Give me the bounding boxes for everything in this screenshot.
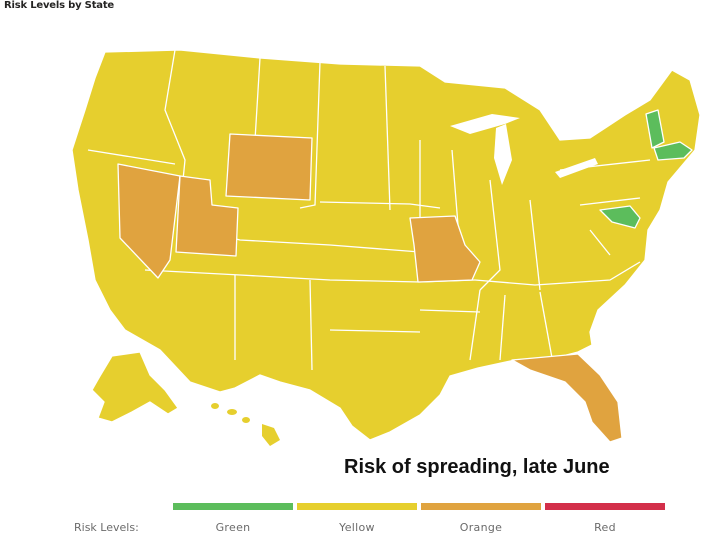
legend-label-yellow: Yellow <box>339 521 375 534</box>
legend-swatch-green <box>173 503 293 510</box>
state-vermont[interactable] <box>645 109 665 149</box>
legend-item-green: Green <box>173 503 293 537</box>
legend-item-red: Red <box>545 503 665 537</box>
us-map <box>0 30 721 470</box>
legend-swatch-orange <box>421 503 541 510</box>
state-utah[interactable] <box>175 175 239 257</box>
legend-swatch-red <box>545 503 665 510</box>
legend-label-green: Green <box>215 521 251 534</box>
state-hawaii[interactable] <box>211 403 280 446</box>
legend-swatch-yellow <box>297 503 417 510</box>
state-alaska[interactable] <box>91 351 179 423</box>
state-wyoming[interactable] <box>225 133 313 201</box>
map-caption: Risk of spreading, late June <box>344 456 610 478</box>
state-nevada[interactable] <box>117 163 181 279</box>
lake-superior <box>450 114 520 134</box>
state-missouri[interactable] <box>409 215 481 283</box>
chart-title: Risk Levels by State <box>4 0 114 11</box>
state-florida[interactable] <box>511 353 623 443</box>
legend-item-orange: Orange <box>421 503 541 537</box>
us-map-svg <box>71 49 701 446</box>
lake-michigan <box>494 124 512 185</box>
legend-item-yellow: Yellow <box>297 503 417 537</box>
state-massachusetts[interactable] <box>653 141 693 161</box>
state-maryland[interactable] <box>599 205 641 229</box>
legend-label-red: Red <box>594 521 616 534</box>
lake-erie <box>555 158 598 178</box>
legend-title: Risk Levels: <box>74 521 139 534</box>
legend-label-orange: Orange <box>459 521 503 534</box>
legend: Risk Levels: Green Yellow Orange Red <box>0 500 721 538</box>
